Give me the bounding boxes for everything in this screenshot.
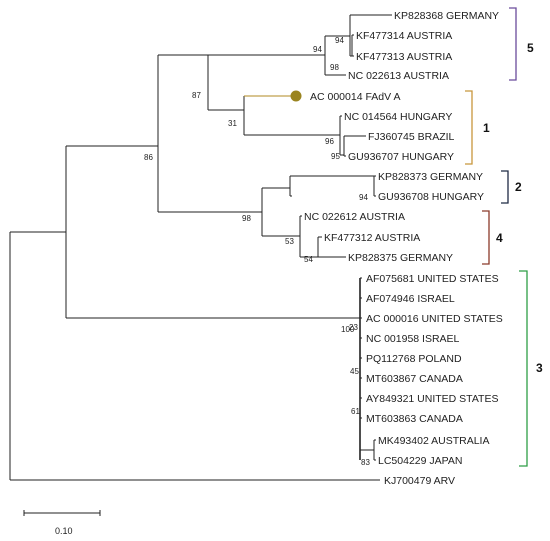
bracket-line [465, 90, 473, 165]
bootstrap-value: 53 [285, 237, 294, 246]
bracket-line [519, 270, 528, 467]
bootstrap-value: 23 [349, 323, 358, 332]
clade-bracket-4: 4 [482, 210, 503, 265]
bootstrap-value: 31 [228, 119, 237, 128]
leaf-label: MT603867 CANADA [366, 373, 463, 385]
clade-bracket-1: 1 [465, 90, 490, 165]
bracket-line [501, 170, 509, 204]
clade-label: 3 [536, 361, 543, 375]
leaf-label: AC 000014 FAdV A [310, 91, 400, 103]
leaf-label: KF477313 AUSTRIA [356, 51, 452, 63]
bootstrap-value: 98 [242, 214, 251, 223]
leaf-label: LC504229 JAPAN [378, 455, 462, 467]
clade-brackets: 5 1 2 4 3 [465, 7, 543, 467]
leaf-label: KP828373 GERMANY [378, 171, 483, 183]
leaf-label: PQ112768 POLAND [366, 353, 462, 365]
leaf-label: AC 000016 UNITED STATES [366, 313, 503, 325]
scale-bar: 0.10 [23, 510, 101, 536]
leaf-label: GU936707 HUNGARY [348, 151, 454, 163]
leaf-label: NC 022612 AUSTRIA [304, 211, 405, 223]
bootstrap-value: 54 [304, 255, 313, 264]
bootstrap-value: 96 [325, 137, 334, 146]
bracket-line [509, 7, 517, 81]
bootstrap-value: 83 [361, 458, 370, 467]
leaf-label: KJ700479 ARV [384, 475, 455, 487]
bootstrap-value: 94 [359, 193, 368, 202]
clade-bracket-5: 5 [509, 7, 534, 81]
clade-label: 2 [515, 180, 522, 194]
leaf-label: KP828375 GERMANY [348, 252, 453, 264]
bootstrap-value: 94 [313, 45, 322, 54]
leaf-label: KF477312 AUSTRIA [324, 232, 420, 244]
leaf-labels: KP828368 GERMANY KF477314 AUSTRIA KF4773… [304, 10, 503, 487]
bootstrap-value: 100 [341, 325, 355, 334]
bootstrap-value: 95 [331, 152, 340, 161]
leaf-label: GU936708 HUNGARY [378, 191, 484, 203]
leaf-label: MT603863 CANADA [366, 413, 463, 425]
leaf-label: AF074946 ISRAEL [366, 293, 455, 305]
leaf-label: NC 014564 HUNGARY [344, 111, 452, 123]
leaf-label: KP828368 GERMANY [394, 10, 499, 22]
bootstrap-value: 94 [335, 36, 344, 45]
branches [9, 14, 392, 481]
clade-bracket-3: 3 [519, 270, 543, 467]
clade-label: 5 [527, 41, 534, 55]
bracket-line [482, 210, 490, 265]
bootstrap-values: 94 94 98 87 31 96 95 86 94 98 53 54 100 … [144, 36, 370, 467]
bootstrap-value: 61 [351, 407, 360, 416]
clade-label: 1 [483, 121, 490, 135]
clade-label: 4 [496, 231, 503, 245]
scale-bar-label: 0.10 [55, 526, 73, 536]
reference-strain-marker [290, 90, 302, 102]
leaf-label: MK493402 AUSTRALIA [378, 435, 489, 447]
leaf-label: FJ360745 BRAZIL [368, 131, 455, 143]
leaf-label: AF075681 UNITED STATES [366, 273, 499, 285]
bootstrap-value: 86 [144, 153, 153, 162]
leaf-label: KF477314 AUSTRIA [356, 30, 452, 42]
leaf-label: NC 022613 AUSTRIA [348, 70, 449, 82]
bootstrap-value: 98 [330, 63, 339, 72]
clade-bracket-2: 2 [501, 170, 522, 204]
leaf-label: NC 001958 ISRAEL [366, 333, 460, 345]
leaf-label: AY849321 UNITED STATES [366, 393, 498, 405]
bootstrap-value: 45 [350, 367, 359, 376]
bootstrap-value: 87 [192, 91, 201, 100]
